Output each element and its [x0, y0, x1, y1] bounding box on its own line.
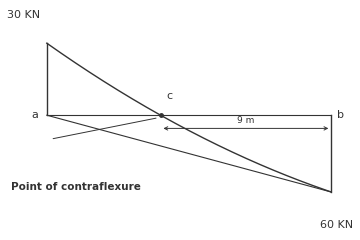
Text: b: b [337, 110, 343, 120]
Text: 60 KN: 60 KN [320, 220, 353, 230]
Text: Point of contraflexure: Point of contraflexure [11, 182, 141, 192]
Text: 9 m: 9 m [237, 116, 255, 125]
Text: c: c [166, 91, 172, 101]
Text: a: a [31, 110, 38, 120]
Text: 30 KN: 30 KN [7, 10, 40, 20]
